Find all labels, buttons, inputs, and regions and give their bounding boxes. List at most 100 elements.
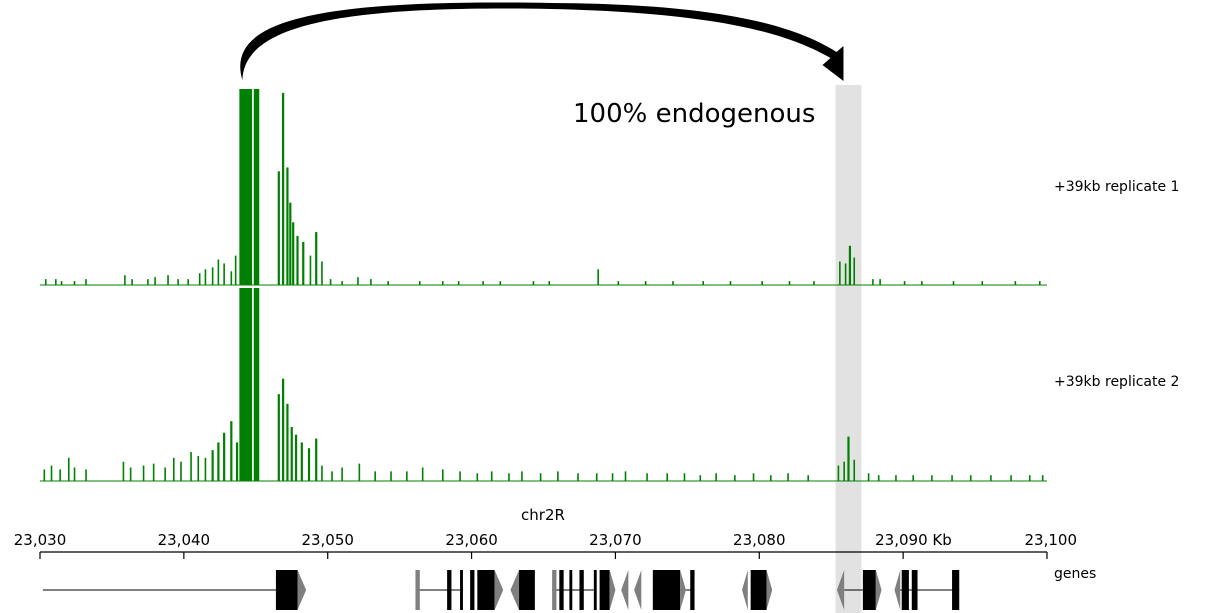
signal-peak xyxy=(879,279,881,285)
signal-peak xyxy=(43,469,46,481)
signal-peak xyxy=(286,167,289,285)
signal-peak xyxy=(418,281,421,285)
signal-peak xyxy=(331,471,333,481)
signal-peak xyxy=(843,461,845,481)
signal-peak xyxy=(921,281,923,285)
signal-peak xyxy=(1014,281,1017,285)
signal-peak xyxy=(370,279,372,285)
signal-peak xyxy=(769,475,772,481)
chromosome-label: chr2R xyxy=(521,506,565,524)
signal-peak xyxy=(73,467,76,481)
signal-peak xyxy=(235,442,239,481)
x-axis: 23,030 23,040 23,050 23,060 23,070 23,080 23,0… xyxy=(14,531,1077,559)
signal-peak xyxy=(867,473,870,481)
signal-peak xyxy=(508,473,510,481)
x-tick-label: 23,100 xyxy=(1025,531,1078,549)
signal-peak xyxy=(341,467,343,481)
signal-peak xyxy=(646,473,648,481)
signal-peak xyxy=(289,202,292,285)
signal-peak xyxy=(1028,475,1031,481)
signal-peak xyxy=(217,442,220,481)
signal-peak xyxy=(844,263,847,285)
signal-peak xyxy=(277,171,280,285)
signal-peak xyxy=(490,471,493,481)
signal-peak xyxy=(197,455,200,481)
signal-peak xyxy=(358,463,361,481)
x-tick-label: 23,080 xyxy=(733,531,786,549)
signal-peak xyxy=(131,279,133,285)
signal-peak xyxy=(277,394,280,481)
signal-peak xyxy=(788,281,791,285)
gene-utr-arrow xyxy=(510,570,520,610)
signal-peak xyxy=(282,92,285,285)
signal-peak xyxy=(242,288,249,481)
signal-peak xyxy=(55,279,57,285)
signal-peak xyxy=(329,279,332,285)
signal-peak xyxy=(577,473,579,481)
gene-utr-arrow xyxy=(621,570,629,610)
signal-peak xyxy=(211,450,214,481)
gene-exon xyxy=(690,570,695,610)
signal-peak xyxy=(387,281,389,285)
signal-peak xyxy=(1039,281,1041,285)
signal-peak xyxy=(60,281,63,285)
signal-peak xyxy=(154,277,156,285)
signal-peak xyxy=(539,473,542,481)
signal-peak xyxy=(230,421,233,481)
signal-peak xyxy=(895,475,897,481)
signal-peak xyxy=(147,279,149,285)
signal-peak xyxy=(990,475,992,481)
signal-peak xyxy=(787,473,789,481)
signal-peak xyxy=(666,473,669,481)
gene-utr-arrow xyxy=(742,570,748,610)
signal-peak xyxy=(981,281,984,285)
gene-exon xyxy=(599,570,610,610)
signal-peak xyxy=(321,261,323,285)
signal-peak xyxy=(167,275,169,285)
gene-exon xyxy=(593,570,597,610)
signal-peak xyxy=(853,459,856,481)
signal-peak xyxy=(204,457,207,481)
gene-exon xyxy=(447,570,452,610)
signal-peak xyxy=(912,475,915,481)
signal-peak xyxy=(246,288,253,481)
signal-peak xyxy=(307,448,311,481)
signal-peak xyxy=(952,281,955,285)
x-tick-label: 23,030 xyxy=(14,531,67,549)
signal-peak xyxy=(242,89,249,285)
x-tick-label: 23,060 xyxy=(445,531,498,549)
genes-track xyxy=(42,570,960,610)
signal-peak xyxy=(837,465,840,481)
signal-peak xyxy=(234,255,237,285)
signal-peak xyxy=(683,473,686,481)
signal-peak xyxy=(177,279,179,285)
signal-peak xyxy=(406,471,408,481)
signal-peak xyxy=(752,473,755,481)
genes-track-label: genes xyxy=(1054,566,1096,582)
gene-exon xyxy=(470,570,475,610)
signal-peak xyxy=(521,471,523,481)
signal-peak xyxy=(532,281,535,285)
gene-exon xyxy=(569,570,573,610)
signal-peak xyxy=(807,475,809,481)
signal-peak xyxy=(597,269,599,285)
signal-peak xyxy=(903,281,906,285)
signal-peak xyxy=(617,281,620,285)
signal-peak xyxy=(122,461,125,481)
signal-peak xyxy=(85,469,87,481)
signal-peak xyxy=(390,471,392,481)
gene-utr-arrow xyxy=(836,570,845,610)
signal-peak xyxy=(548,281,551,285)
gene-utr-arrow xyxy=(609,570,616,610)
gene-exon xyxy=(579,570,584,610)
track-label-replicate-1: +39kb replicate 1 xyxy=(1054,179,1179,195)
signal-track-replicate-2 xyxy=(40,288,1047,482)
signal-peak xyxy=(239,89,245,285)
x-tick-label: 23,070 xyxy=(589,531,642,549)
signal-peak xyxy=(59,469,61,481)
signal-peak xyxy=(442,469,444,481)
gene-exon xyxy=(652,570,681,610)
signal-peak xyxy=(246,89,253,285)
highlight-region xyxy=(835,85,862,613)
signal-peak xyxy=(644,281,647,285)
